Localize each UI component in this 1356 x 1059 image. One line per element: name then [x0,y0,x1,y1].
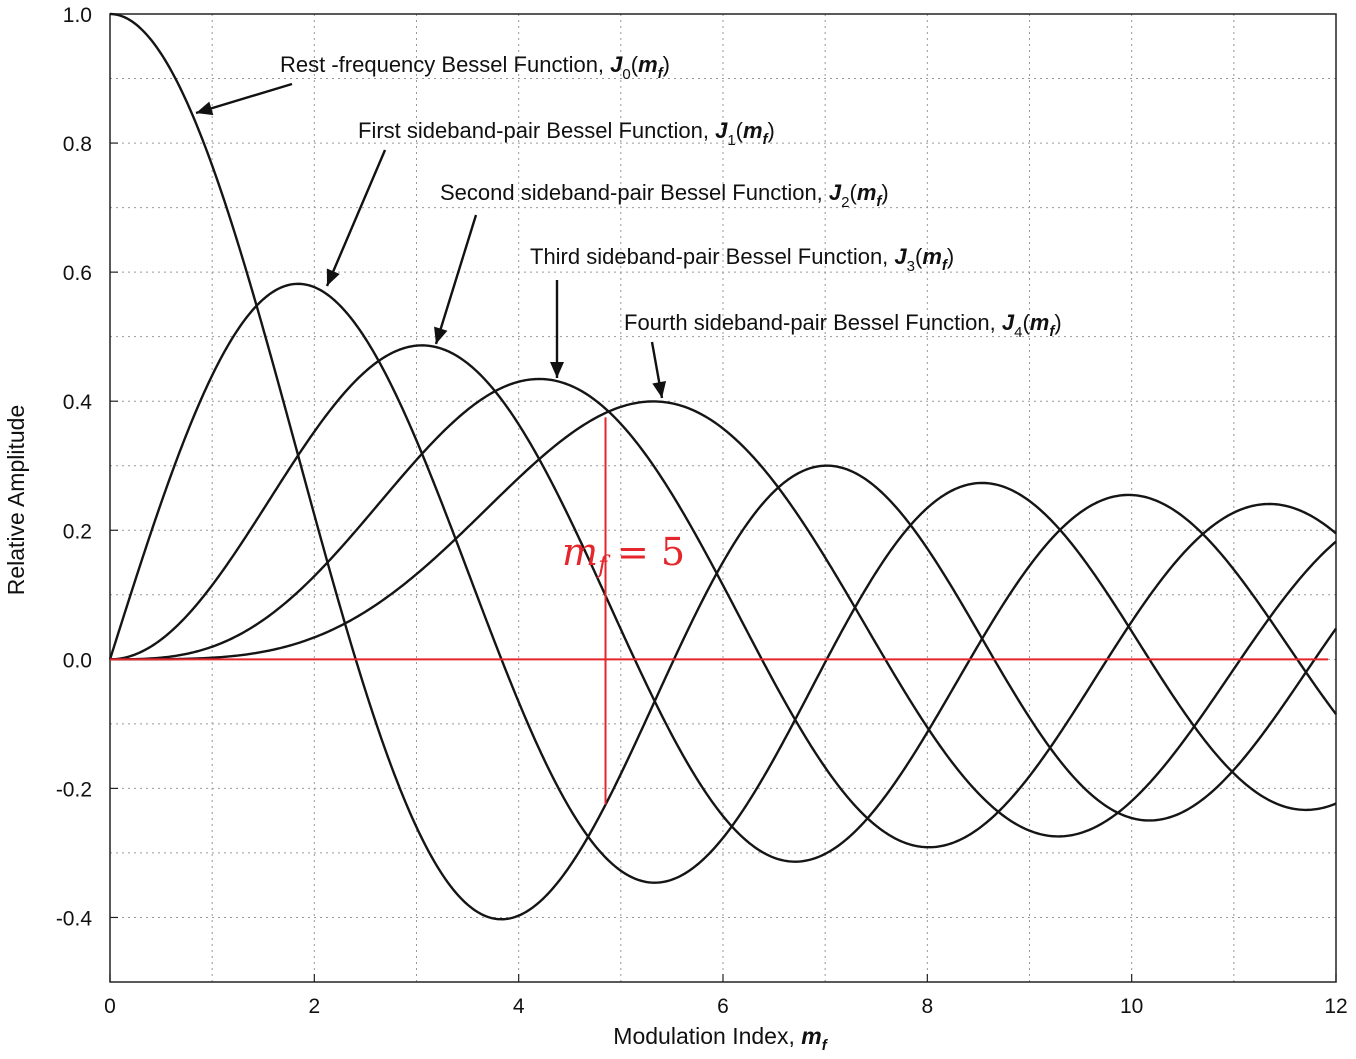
series-line-j0 [109,12,1337,921]
series-line-j2 [109,344,1337,863]
arrowhead-icon [434,326,448,344]
y-tick-label: 1.0 [63,4,92,27]
x-tick-label: 2 [308,995,320,1018]
marker-label: mf = 5 [562,530,685,579]
x-axis-title: Modulation Index, mf [613,1023,828,1054]
x-tick-label: 4 [513,995,525,1018]
y-tick-label: 0.4 [63,391,93,414]
series-line-j3 [110,377,1337,849]
series-line-j4 [110,400,1337,838]
annotation-arrow [434,214,478,345]
annotation-arrow [195,82,293,115]
curve-label-j0: Rest -frequency Bessel Function, J0(mf) [280,52,670,83]
y-tick-label: 0.6 [63,262,92,285]
x-tick-label: 0 [104,995,116,1018]
y-axis-title: Relative Amplitude [3,405,29,596]
curve-label-j1: First sideband-pair Bessel Function, J1(… [358,118,775,149]
curve-annotations: Rest -frequency Bessel Function, J0(mf) F… [195,52,1062,399]
x-tick-label: 8 [921,995,933,1018]
arrowhead-icon [652,381,667,398]
axis-ticks: 0 2 4 6 8 10 12 1.0 0.8 0.6 0.4 0.2 0.0 -0.2 -0.4 [56,4,1348,1018]
y-tick-label: -0.2 [56,778,92,801]
x-tick-label: 10 [1120,995,1143,1018]
arrowhead-icon [550,362,564,378]
arrowhead-icon [326,268,340,286]
x-tick-label: 12 [1324,995,1347,1018]
curves [108,12,1337,921]
y-tick-label: 0.8 [63,133,92,156]
x-tick-label: 6 [717,995,729,1018]
y-tick-label: 0.0 [63,649,92,672]
curve-label-j3: Third sideband-pair Bessel Function, J3(… [530,244,954,275]
series-line-j1 [108,282,1337,884]
annotation-arrow [325,149,387,287]
curve-label-j4: Fourth sideband-pair Bessel Function, J4… [624,310,1062,341]
y-tick-label: 0.2 [63,520,92,543]
curve-label-j2: Second sideband-pair Bessel Function, J2… [440,180,889,211]
marker-annotation: mf = 5 [110,417,1328,805]
arrowhead-icon [196,101,214,116]
y-tick-label: -0.4 [56,907,93,930]
